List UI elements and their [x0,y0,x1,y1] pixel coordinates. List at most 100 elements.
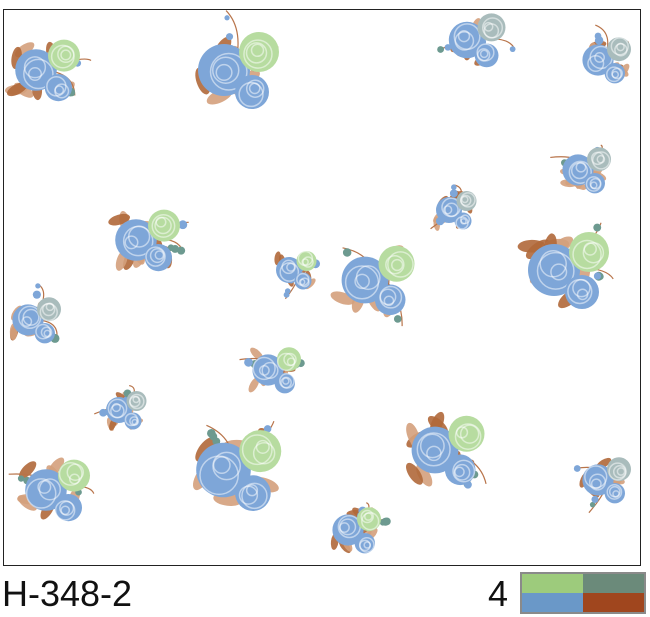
rose-petal [461,195,469,204]
rose-petal [151,214,176,238]
rose-petal [363,541,372,549]
rose-petal [483,21,494,32]
rose-petal [22,308,40,326]
rose-petal [459,194,472,207]
rose-petal [124,235,139,250]
rose-petal [54,500,76,521]
rose-petal [298,278,306,286]
rose-petal [419,433,445,459]
rose-petal [252,356,276,381]
bud [509,46,516,53]
rose-petal [354,273,370,290]
rose-petal [416,432,451,467]
rose-petal [132,395,140,404]
rose-petal [261,361,279,380]
rose-petal [588,473,607,491]
bud [263,425,272,433]
rose-petal [21,316,33,327]
rose-petal [282,377,290,385]
rose-petal [215,63,233,82]
rose-petal [245,79,265,98]
rose-petal [339,522,350,533]
bud [573,465,581,472]
rose-petal [145,246,166,267]
rose-petal [245,42,268,64]
leaf [416,464,433,487]
rose-petal [45,302,55,312]
rose-petal [243,39,273,69]
floral-fabric-pattern [3,9,641,566]
rose-petal [476,48,491,62]
rose-petal [299,277,310,288]
bud [244,357,253,367]
rose-petal [443,205,453,215]
rose-petal [258,364,270,376]
rose-petal [40,326,53,339]
floral-pattern-artwork [4,10,631,554]
swatch-light-green [522,574,583,593]
bud [591,495,599,503]
rose-petal [606,484,623,500]
rose-petal [616,42,625,52]
rose [37,297,61,322]
rose-petal [454,31,475,51]
bud [438,46,444,53]
bud [342,248,352,257]
rose-petal [245,484,259,497]
rose-petal [383,295,395,307]
swatch-rust [583,593,644,612]
rose [198,44,250,96]
rose-petal [250,43,265,58]
rose-petal [460,217,467,225]
bud [449,189,458,198]
leaf [108,213,131,226]
rose-petal [454,466,465,478]
rose-petal [68,473,81,485]
rose-petal [459,424,480,444]
rose-petal [606,66,622,83]
rose-petal [43,329,52,338]
rose-petal [252,441,276,465]
rose-petal [241,434,273,466]
rose-petal [28,67,43,82]
swatch-blue [522,593,583,612]
rose-petal [360,509,374,524]
bud [99,408,108,417]
bud [226,33,234,41]
rose-petal [238,81,264,108]
rose-petal [60,505,71,516]
rose-petal [457,29,471,43]
bud [178,220,188,230]
rose [607,37,631,62]
rose-petal [596,154,606,164]
rose-petal [255,439,270,454]
leaf [7,82,28,97]
rose-petal [199,455,239,496]
bud [167,244,175,251]
rose-petal [212,456,231,475]
rose [239,32,279,72]
bud [283,291,290,298]
rose-petal [129,416,140,427]
rose-petal [455,426,469,439]
rose-petal [209,52,248,91]
bud [593,223,602,232]
rose [456,191,477,211]
rose-petal [286,262,296,272]
rose-petal [301,258,309,266]
bud [382,517,391,526]
bud [177,246,186,255]
rose-petal [248,82,261,95]
rose-petal [572,278,591,298]
rose-petal [155,216,167,228]
rose-petal [454,423,482,450]
pattern-code: H-348-2 [2,573,133,614]
rose-petal [610,37,629,56]
rose-petal [385,254,405,275]
color-count: 4 [488,573,509,614]
rose-petal [426,445,442,462]
rose-petal [550,263,568,281]
rose-petal [452,459,476,483]
rose-petal [612,465,627,479]
rose [48,39,80,72]
